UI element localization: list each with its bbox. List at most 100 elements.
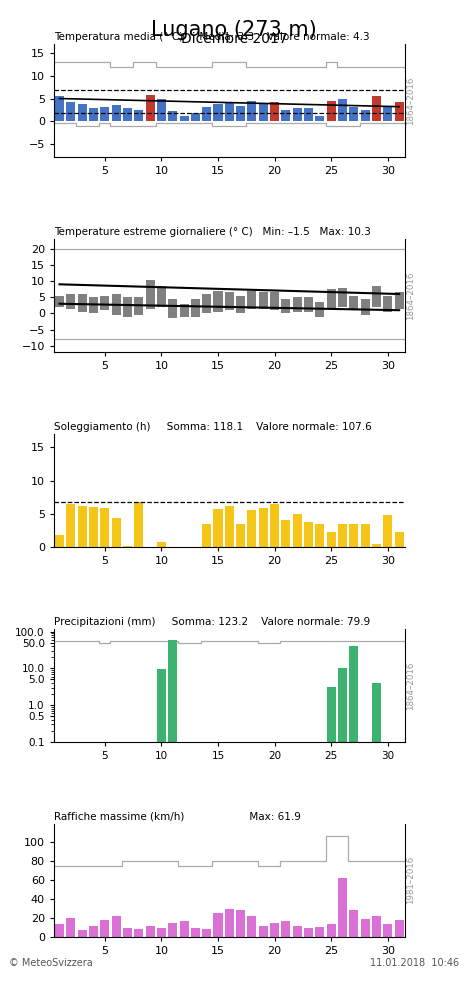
Text: Lugano (273 m): Lugano (273 m)	[151, 20, 317, 39]
Bar	[395, 920, 404, 937]
Bar	[372, 285, 381, 307]
Bar	[270, 102, 279, 122]
Text: © MeteoSvizzera: © MeteoSvizzera	[9, 958, 93, 968]
Bar	[361, 524, 370, 547]
Bar	[146, 925, 154, 937]
Bar	[236, 910, 245, 937]
Bar	[100, 107, 110, 122]
Bar	[259, 103, 268, 122]
Bar	[202, 107, 211, 122]
Y-axis label: 1864–2016: 1864–2016	[406, 272, 415, 320]
Bar	[259, 925, 268, 937]
Bar	[225, 292, 234, 310]
Bar	[100, 508, 110, 547]
Bar	[66, 294, 75, 309]
Bar	[123, 928, 132, 937]
Bar	[383, 515, 392, 547]
Bar	[213, 104, 222, 122]
Bar	[372, 916, 381, 937]
Bar	[338, 668, 347, 742]
Bar	[372, 683, 381, 742]
Bar	[123, 297, 132, 317]
Bar	[134, 502, 143, 547]
Bar	[270, 923, 279, 937]
Bar	[383, 924, 392, 937]
Bar	[191, 928, 200, 937]
Bar	[202, 524, 211, 547]
Bar	[168, 640, 177, 742]
Bar	[168, 111, 177, 122]
Y-axis label: 1981–2016: 1981–2016	[406, 856, 415, 904]
Bar	[191, 113, 200, 122]
Bar	[383, 107, 392, 122]
Bar	[315, 302, 324, 317]
Bar	[66, 918, 75, 937]
Bar	[66, 504, 75, 547]
Bar	[111, 105, 121, 122]
Bar	[225, 908, 234, 937]
Bar	[304, 297, 313, 312]
Bar	[89, 926, 98, 937]
Bar	[349, 910, 358, 937]
Bar	[180, 921, 189, 937]
Bar	[89, 507, 98, 547]
Bar	[327, 289, 336, 309]
Text: Raffiche massime (km/h)                    Max: 61.9: Raffiche massime (km/h) Max: 61.9	[54, 811, 301, 821]
Bar	[327, 924, 336, 937]
Bar	[315, 927, 324, 937]
Text: Precipitazioni (mm)     Somma: 123.2    Valore normale: 79.9: Precipitazioni (mm) Somma: 123.2 Valore …	[54, 616, 370, 627]
Bar	[349, 295, 358, 310]
Bar	[78, 294, 87, 312]
Bar	[123, 545, 132, 547]
Bar	[395, 102, 404, 122]
Bar	[157, 99, 166, 122]
Bar	[157, 285, 166, 307]
Bar	[89, 108, 98, 122]
Bar	[191, 299, 200, 317]
Bar	[55, 536, 64, 547]
Bar	[180, 304, 189, 317]
Bar	[157, 928, 166, 937]
Bar	[281, 921, 291, 937]
Bar	[134, 110, 143, 122]
Y-axis label: 1864–2016: 1864–2016	[406, 77, 415, 125]
Bar	[202, 294, 211, 314]
Bar	[281, 110, 291, 122]
Bar	[248, 510, 256, 547]
Bar	[225, 103, 234, 122]
Bar	[55, 295, 64, 307]
Bar	[315, 524, 324, 547]
Bar	[225, 506, 234, 547]
Bar	[270, 504, 279, 547]
Bar	[292, 514, 302, 547]
Bar	[281, 299, 291, 314]
Bar	[157, 542, 166, 547]
Bar	[134, 929, 143, 937]
Bar	[349, 524, 358, 547]
Bar	[157, 669, 166, 742]
Bar	[202, 929, 211, 937]
Bar	[372, 543, 381, 547]
Bar	[236, 295, 245, 314]
Bar	[281, 521, 291, 547]
Bar	[327, 687, 336, 742]
Bar	[292, 297, 302, 312]
Bar	[361, 919, 370, 937]
Bar	[213, 913, 222, 937]
Bar	[315, 116, 324, 122]
Bar	[236, 106, 245, 122]
Bar	[383, 295, 392, 312]
Bar	[372, 96, 381, 122]
Bar	[361, 110, 370, 122]
Bar	[304, 522, 313, 547]
Bar	[55, 96, 64, 122]
Bar	[168, 299, 177, 318]
Text: Dicembre 2017: Dicembre 2017	[181, 32, 287, 46]
Bar	[395, 292, 404, 309]
Bar	[213, 509, 222, 547]
Bar	[338, 98, 347, 122]
Bar	[248, 101, 256, 122]
Text: 11.01.2018  10:46: 11.01.2018 10:46	[370, 958, 459, 968]
Bar	[78, 104, 87, 122]
Bar	[134, 297, 143, 315]
